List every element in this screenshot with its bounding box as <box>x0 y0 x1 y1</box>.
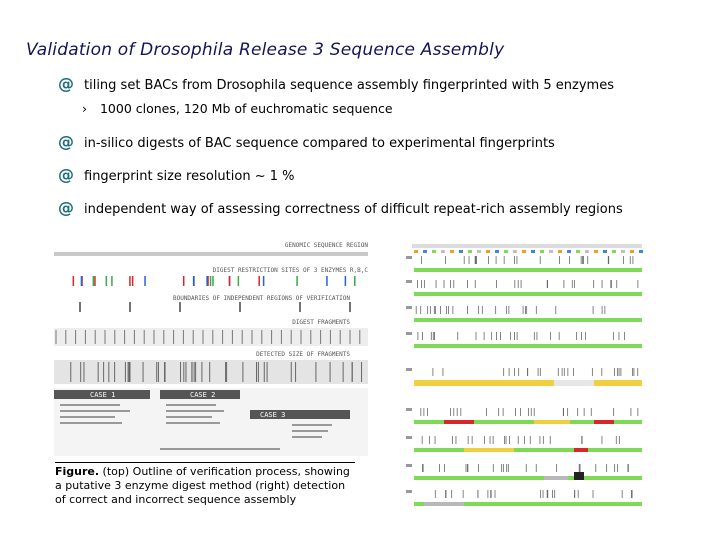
red-segment <box>444 420 474 424</box>
detected-fragments <box>70 362 363 382</box>
label-restriction: DIGEST RESTRICTION SITES OF 3 ENZYMES R,… <box>213 267 369 274</box>
track-label <box>406 490 412 493</box>
label-genomic: GENOMIC SEQUENCE REGION <box>285 242 368 249</box>
assembly-track <box>414 448 642 452</box>
ruler-tick <box>585 250 589 253</box>
case-1-header <box>54 390 150 399</box>
at-bullet-icon: @ <box>58 132 74 151</box>
reference-ruler <box>412 244 642 248</box>
ruler-tick <box>432 250 436 253</box>
ruler-tick <box>504 250 508 253</box>
ruler-tick <box>576 250 580 253</box>
case-2-label: CASE 2 <box>190 391 215 399</box>
figure-caption: Figure. (top) Outline of verification pr… <box>55 462 355 507</box>
assembly-track <box>414 476 642 480</box>
ruler-tick <box>639 250 643 253</box>
at-bullet-icon: @ <box>58 198 74 217</box>
ruler-tick <box>531 250 535 253</box>
ruler-tick <box>486 250 490 253</box>
red-segment <box>574 448 588 452</box>
bullet-text: independent way of assessing correctness… <box>84 202 623 217</box>
assembly-track <box>414 344 642 348</box>
ruler-tick <box>522 250 526 253</box>
ruler-tick <box>540 250 544 253</box>
caption-text: (top) Outline of verification process, s… <box>55 465 350 506</box>
slide-title: Validation of Drosophila Release 3 Seque… <box>26 40 505 60</box>
sub-bullet: › 1000 clones, 120 Mb of euchromatic seq… <box>82 101 393 116</box>
gray-segment <box>424 502 464 506</box>
restriction-sites <box>72 276 356 286</box>
ruler-tick <box>513 250 517 253</box>
bullet-text: fingerprint size resolution ~ 1 % <box>84 169 295 184</box>
track-label <box>406 280 412 283</box>
case-2-header <box>160 390 240 399</box>
ruler-tick <box>567 250 571 253</box>
track-label <box>406 368 412 371</box>
case-1-label: CASE 1 <box>90 391 115 399</box>
ruler-tick <box>630 250 634 253</box>
assembly-track <box>414 420 642 424</box>
ruler-tick <box>612 250 616 253</box>
case-3-header <box>250 410 350 419</box>
at-bullet-icon: @ <box>58 165 74 184</box>
dark-block <box>574 472 584 480</box>
at-bullet-icon: @ <box>58 74 74 93</box>
yellow-segment <box>414 380 642 386</box>
sub-bullet-text: 1000 clones, 120 Mb of euchromatic seque… <box>99 101 393 116</box>
yellow-segment <box>534 420 570 424</box>
bullet-item: @ tiling set BACs from Drosophila sequen… <box>58 74 614 93</box>
gray-segment <box>554 380 594 386</box>
ruler-tick <box>558 250 562 253</box>
arrow-icon: › <box>82 101 87 116</box>
assembly-track <box>414 268 642 272</box>
assembly-track <box>414 318 642 322</box>
track-label <box>406 256 412 259</box>
track-label <box>406 306 412 309</box>
digest-fragments <box>55 330 361 344</box>
ruler-tick <box>603 250 607 253</box>
track-label <box>406 436 412 439</box>
ruler-tick <box>423 250 427 253</box>
bullet-item: @ independent way of assessing correctne… <box>58 198 623 217</box>
genomic-region-bar <box>54 252 368 256</box>
verification-boundaries <box>79 302 351 312</box>
assembly-track <box>414 292 642 296</box>
ruler-tick <box>477 250 481 253</box>
case-notes <box>60 404 332 450</box>
caption-label: Figure. <box>55 465 100 478</box>
assembly-track <box>414 502 642 506</box>
ruler-tick <box>468 250 472 253</box>
track-label <box>406 332 412 335</box>
ruler-tick <box>549 250 553 253</box>
ruler-tick <box>594 250 598 253</box>
ruler-tick <box>414 250 418 253</box>
track-label <box>406 408 412 411</box>
red-segment <box>594 420 614 424</box>
bullet-text: tiling set BACs from Drosophila sequence… <box>84 78 614 93</box>
ruler-tick <box>459 250 463 253</box>
bullet-text: in-silico digests of BAC sequence compar… <box>84 136 555 151</box>
ruler-tick <box>441 250 445 253</box>
ruler-tick <box>450 250 454 253</box>
label-boundaries: BOUNDARIES OF INDEPENDENT REGIONS OF VER… <box>173 295 350 302</box>
verification-outline-figure: GENOMIC SEQUENCE REGION DIGEST RESTRICTI… <box>50 238 372 458</box>
ruler-tick <box>621 250 625 253</box>
ruler-tick <box>495 250 499 253</box>
case-3-label: CASE 3 <box>260 411 285 419</box>
bullet-item: @ in-silico digests of BAC sequence comp… <box>58 132 555 151</box>
bullet-item: @ fingerprint size resolution ~ 1 % <box>58 165 295 184</box>
gray-segment <box>544 476 568 480</box>
label-fragments: DIGEST FRAGMENTS <box>292 319 350 326</box>
fragments-band <box>54 328 368 346</box>
track-label <box>406 464 412 467</box>
label-detected: DETECTED SIZE OF FRAGMENTS <box>256 351 350 358</box>
assembly-detection-figure <box>404 240 648 530</box>
yellow-segment <box>464 448 514 452</box>
detected-band <box>54 360 368 384</box>
